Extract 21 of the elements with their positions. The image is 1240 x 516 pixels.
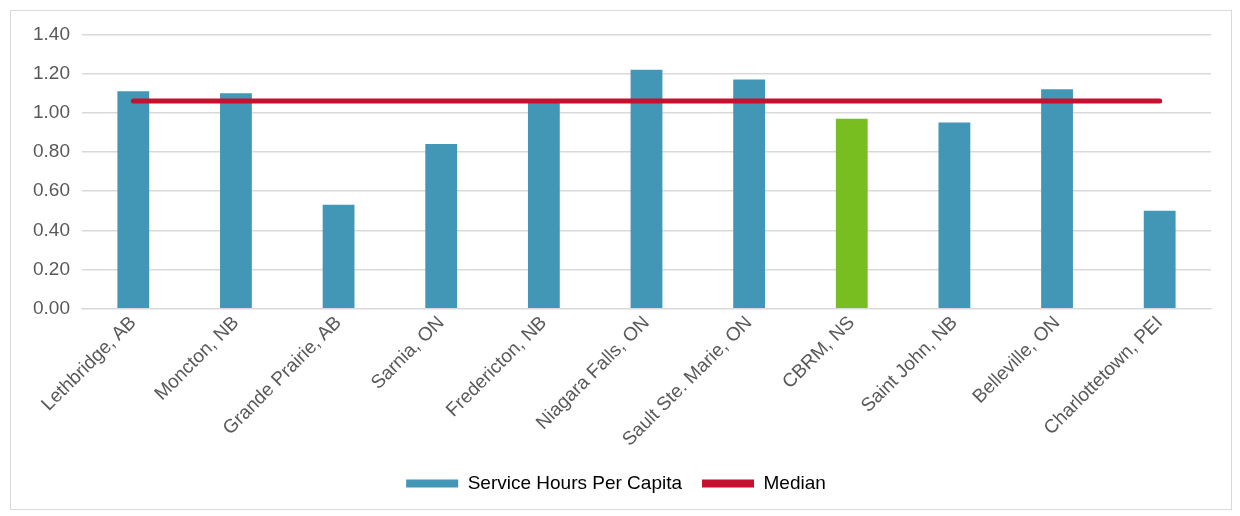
y-tick-label: 0.00 [33,296,70,318]
bar [117,91,150,308]
y-tick-label: 0.80 [33,140,70,162]
y-tick-label: 1.20 [33,61,70,83]
bar [1143,210,1176,308]
bar [1041,89,1073,308]
y-tick-label: 1.40 [33,22,70,44]
legend-label: Median [763,471,826,493]
y-tick-label: 1.00 [33,101,70,122]
bar [527,101,560,308]
bar [938,122,971,308]
bar [835,118,868,308]
y-tick-label: 0.40 [33,218,70,240]
bar [630,69,663,308]
y-tick-label: 0.60 [33,179,70,201]
bar [733,79,766,308]
bar [425,144,458,308]
legend-label: Service Hours Per Capita [467,471,683,493]
y-tick-label: 0.20 [33,257,70,279]
bar [322,204,355,308]
bar [220,93,252,308]
